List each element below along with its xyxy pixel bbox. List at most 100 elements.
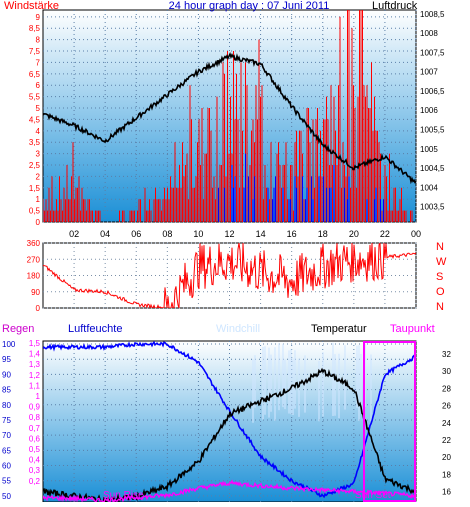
temperature-tick-label: 18	[442, 470, 451, 479]
degree-tick-label: 270	[27, 255, 41, 264]
wind-tick-label: 3	[36, 150, 41, 159]
wind-tick-label: 1	[36, 195, 41, 204]
temperature-tick-label: 28	[442, 384, 451, 393]
rain-tick-label: 0,7	[29, 424, 41, 433]
wind-tick-label: 4	[36, 127, 41, 136]
time-axis-ticks: 02 04 06 08 10 12 14 16 18 20 22 00	[69, 229, 421, 239]
wind-tick-label: 7	[36, 58, 41, 67]
compass-letter: O	[436, 286, 445, 298]
wind-tick-label: 1,5	[29, 184, 41, 193]
pressure-tick-label: 1004,5	[420, 164, 445, 173]
sunset-marker-box	[363, 341, 416, 502]
pressure-tick-label: 1007,5	[420, 48, 445, 57]
pressure-tick-label: 1008,5	[420, 10, 445, 19]
wind-tick-label: 9	[36, 13, 41, 22]
time-tick-label: 16	[287, 229, 297, 239]
temperature-axis-ticks: 16 18 20 22 24 26 28 30 32	[442, 350, 451, 497]
degree-tick-label: 0	[36, 304, 41, 313]
time-tick-label: 02	[69, 229, 79, 239]
humidity-tick-label: 80	[2, 401, 11, 410]
time-tick-label: 04	[100, 229, 110, 239]
pressure-tick-label: 1005,5	[420, 125, 445, 134]
temperature-tick-label: 20	[442, 453, 451, 462]
humidity-tick-label: 55	[2, 477, 11, 486]
windchill-label: Windchill	[216, 323, 260, 335]
temperature-tick-label: 22	[442, 436, 451, 445]
rain-tick-label: 1,1	[29, 381, 41, 390]
wind-direction-series	[43, 243, 416, 308]
wind-tick-label: 3,5	[29, 138, 41, 147]
wind-tick-label: 0,5	[29, 207, 41, 216]
humidity-axis-ticks: 50 55 60 65 70 75 80 85 90 95 100	[2, 340, 16, 501]
pressure-series	[43, 52, 416, 185]
pressure-tick-label: 1006,5	[420, 87, 445, 96]
humidity-line	[43, 341, 416, 499]
temperature-tick-label: 16	[442, 488, 451, 497]
time-tick-label: 12	[224, 229, 234, 239]
rain-tick-label: 1	[36, 392, 41, 401]
time-tick-label: 20	[349, 229, 359, 239]
degree-tick-label: 360	[27, 239, 41, 248]
time-tick-label: 08	[162, 229, 172, 239]
humidity-tick-label: 90	[2, 370, 11, 379]
direction-degree-ticks: 0 90 180 270 360	[27, 239, 41, 313]
wind-tick-label: 8,5	[29, 24, 41, 33]
bottom-series	[43, 341, 416, 502]
temperature-label: Temperatur	[311, 323, 367, 335]
rain-tick-label: 0,3	[29, 466, 41, 475]
temperature-tick-label: 26	[442, 402, 451, 411]
wind-axis-ticks: 0 0,5 1 1,5 2 2,5 3 3,5 4 4,5 5 5,5 6 6,5 7 7,5 8 8,5 9	[29, 13, 41, 227]
rain-tick-label: 1,4	[29, 350, 41, 359]
time-tick-label: 00	[411, 229, 421, 239]
compass-letter: N	[436, 241, 444, 253]
pressure-axis-label: Luftdruck	[372, 0, 418, 12]
pressure-line	[43, 52, 416, 185]
wind-tick-label: 6	[36, 81, 41, 90]
wind-tick-label: 7,5	[29, 47, 41, 56]
time-tick-label: 18	[318, 229, 328, 239]
humidity-tick-label: 60	[2, 462, 11, 471]
time-tick-label: 22	[380, 229, 390, 239]
wind-tick-label: 6,5	[29, 70, 41, 79]
wind-tick-label: 4,5	[29, 115, 41, 124]
temperature-tick-label: 24	[442, 419, 451, 428]
degree-tick-label: 180	[27, 272, 41, 281]
humidity-tick-label: 65	[2, 446, 11, 455]
humidity-tick-label: 70	[2, 431, 11, 440]
wind-series	[43, 10, 413, 222]
wind-tick-label: 5,5	[29, 93, 41, 102]
wind-axis-label: Windstärke	[4, 0, 59, 12]
rain-tick-label: 1,3	[29, 360, 41, 369]
humidity-tick-label: 85	[2, 386, 11, 395]
rain-axis-ticks: 0,2 0,30,4 0,5 0,60,7 0,80,9 1 1,11,2 1,31,4 1,5	[29, 339, 41, 486]
pressure-tick-label: 1003,5	[420, 203, 445, 212]
wind-direction-line	[43, 243, 416, 308]
rain-tick-label: 0,6	[29, 434, 41, 443]
pressure-tick-label: 1008	[420, 29, 438, 38]
wind-tick-label: 2,5	[29, 161, 41, 170]
humidity-tick-label: 50	[2, 492, 11, 501]
time-tick-label: 10	[193, 229, 203, 239]
dewpoint-label: Taupunkt	[390, 323, 435, 335]
temperature-tick-label: 30	[442, 367, 451, 376]
pressure-tick-label: 1004	[420, 183, 438, 192]
rain-tick-label: 0,4	[29, 456, 41, 465]
dewpoint-line	[43, 479, 416, 502]
time-tick-label: 06	[131, 229, 141, 239]
wind-tick-label: 5	[36, 104, 41, 113]
wind-tick-label: 8	[36, 36, 41, 45]
rain-tick-label: 1,5	[29, 339, 41, 348]
mid-gridlines	[43, 242, 417, 309]
chart-title: 24 hour graph day : 07 Juni 2011	[169, 0, 330, 12]
time-tick-label: 14	[256, 229, 266, 239]
wind-tick-label: 0	[36, 218, 41, 227]
compass-letter: S	[436, 271, 443, 283]
rain-tick-label: 0,9	[29, 403, 41, 412]
wind-bars	[43, 10, 413, 222]
compass-letter: N	[436, 301, 444, 313]
pressure-tick-label: 1006	[420, 106, 438, 115]
sunset-label: Sun Set	[355, 490, 391, 501]
rain-tick-label: 0,5	[29, 445, 41, 454]
